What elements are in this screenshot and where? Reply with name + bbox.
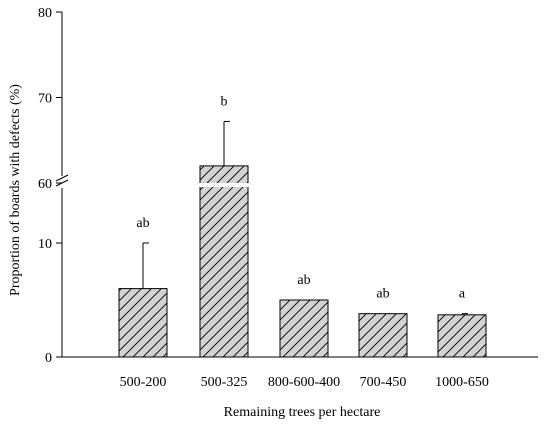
x-tick-label-1000-650: 1000-650 [435, 375, 489, 390]
y-axis-label: Proportion of boards with defects (%) [8, 84, 23, 296]
bar-700-450 [358, 313, 408, 358]
y-axis-break-marks [55, 174, 69, 187]
y-tick-label: 60 [38, 177, 52, 192]
x-tick-label-500-325: 500-325 [201, 375, 248, 390]
significance-letter-700-450: ab [376, 287, 389, 302]
x-tick-label-500-200: 500-200 [120, 375, 167, 390]
y-tick-label: 0 [45, 351, 52, 366]
x-tick-label-700-450: 700-450 [360, 375, 407, 390]
x-axis-label: Remaining trees per hectare [224, 405, 381, 420]
bars [118, 165, 487, 358]
significance-letter-800-600-400: ab [297, 273, 310, 288]
bar-500-325 [199, 165, 249, 358]
y-ticks: 0 10 60 70 80 [38, 6, 62, 366]
y-tick-label: 70 [38, 92, 52, 107]
x-tick-label-800-600-400: 800-600-400 [268, 375, 340, 390]
bar-break-gap [199, 183, 249, 187]
y-tick-label: 10 [38, 237, 52, 252]
significance-letters: ab b ab ab a [136, 94, 466, 301]
significance-letter-1000-650: a [459, 287, 466, 302]
x-tick-labels: 500-200 500-325 800-600-400 700-450 1000-650 [120, 375, 489, 390]
bar-1000-650 [437, 314, 487, 358]
bar-500-200 [118, 288, 168, 358]
significance-letter-500-325: b [221, 94, 228, 109]
bar-800-600-400 [279, 299, 329, 358]
significance-letter-500-200: ab [136, 216, 149, 231]
error-bars [142, 120, 468, 315]
y-tick-label: 80 [38, 6, 52, 21]
